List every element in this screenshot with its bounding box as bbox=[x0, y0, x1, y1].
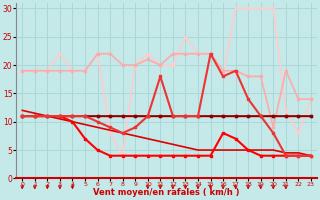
X-axis label: Vent moyen/en rafales ( km/h ): Vent moyen/en rafales ( km/h ) bbox=[93, 188, 240, 197]
